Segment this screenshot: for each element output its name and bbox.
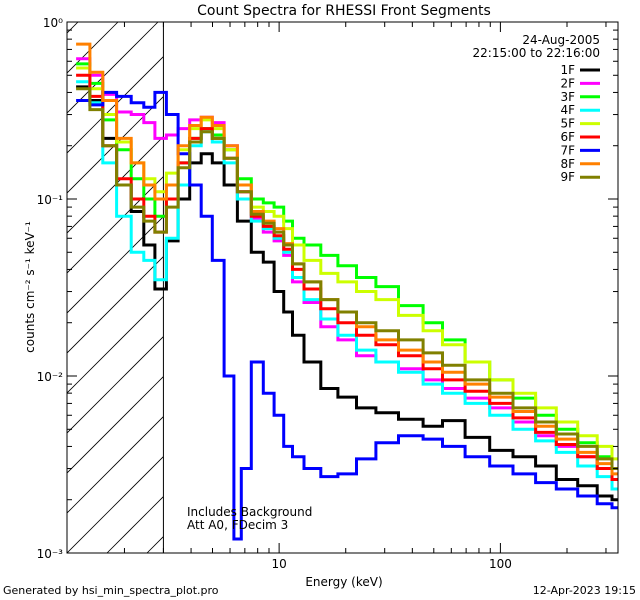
hatch-line bbox=[67, 336, 164, 434]
time-range-label: 22:15:00 to 22:16:00 bbox=[473, 46, 600, 60]
timestamp-label: 12-Apr-2023 19:15 bbox=[533, 584, 636, 597]
y-tick-label: 10⁻² bbox=[37, 370, 64, 384]
annotation-attenuator: Att A0, FDecim 3 bbox=[187, 518, 288, 532]
hatch-line bbox=[67, 96, 164, 194]
series-line-5F bbox=[76, 66, 618, 461]
y-tick-label: 10⁻¹ bbox=[37, 193, 64, 207]
x-axis-label: Energy (keV) bbox=[305, 575, 382, 589]
chart-title: Count Spectra for RHESSI Front Segments bbox=[197, 3, 491, 19]
series-layer bbox=[76, 42, 618, 541]
legend-label-7F: 7F bbox=[560, 143, 575, 157]
series-line-4F bbox=[76, 80, 618, 491]
series-line-8F bbox=[76, 42, 618, 476]
y-tick-label: 10⁻³ bbox=[37, 547, 64, 561]
annotation-background: Includes Background bbox=[187, 505, 312, 519]
legend-label-3F: 3F bbox=[560, 90, 575, 104]
legend-label-5F: 5F bbox=[560, 117, 575, 131]
legend-label-8F: 8F bbox=[560, 157, 575, 171]
y-axis-label: counts cm⁻² s⁻¹ keV⁻¹ bbox=[23, 221, 37, 353]
hatch-line bbox=[106, 496, 164, 553]
hatch-line bbox=[67, 216, 164, 314]
hatch-line bbox=[67, 256, 164, 354]
series-line-1F bbox=[76, 85, 618, 502]
hatch-line bbox=[67, 456, 164, 553]
hatch-line bbox=[67, 56, 164, 154]
hatch-line bbox=[67, 376, 164, 474]
generated-by-label: Generated by hsi_min_spectra_plot.pro bbox=[3, 584, 219, 597]
legend-label-9F: 9F bbox=[560, 170, 575, 184]
legend-label-2F: 2F bbox=[560, 76, 575, 90]
legend-label-1F: 1F bbox=[560, 63, 575, 77]
hatch-line bbox=[67, 416, 164, 514]
legend-label-6F: 6F bbox=[560, 130, 575, 144]
y-tick-label: 10⁰ bbox=[43, 16, 63, 30]
series-line-9F bbox=[76, 87, 618, 470]
hatch-line bbox=[67, 22, 159, 114]
x-tick-label: 100 bbox=[489, 557, 512, 571]
x-tick-label: 10 bbox=[271, 557, 286, 571]
hatch-line bbox=[67, 296, 164, 394]
tick-layer: 10 100 10⁰ 10⁻¹ 10⁻² 10⁻³ bbox=[37, 16, 618, 571]
plot-frame bbox=[66, 21, 619, 554]
hatch-line bbox=[67, 22, 79, 34]
series-line-7F bbox=[76, 90, 618, 541]
date-label: 24-Aug-2005 bbox=[522, 33, 600, 47]
series-line-6F bbox=[76, 73, 618, 481]
legend-label-4F: 4F bbox=[560, 103, 575, 117]
